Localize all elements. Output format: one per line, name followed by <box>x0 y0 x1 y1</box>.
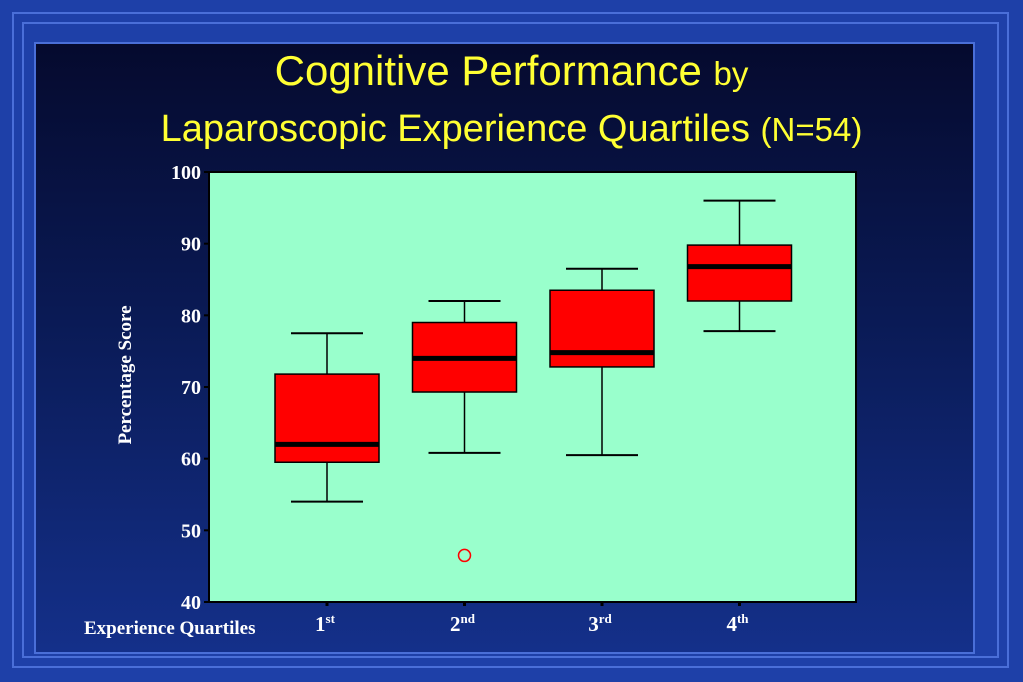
y-tick-label: 90 <box>181 234 201 256</box>
slide-title-line1: Cognitive Performance by <box>0 46 1023 99</box>
box-quartile-1 <box>274 332 380 503</box>
y-tick-label: 70 <box>181 377 201 399</box>
iqr-box <box>549 289 655 368</box>
slide-frame-band <box>12 12 1009 668</box>
outlier-point <box>457 548 472 563</box>
box-quartile-3 <box>549 267 655 457</box>
iqr-box <box>274 373 380 464</box>
slide-frame-band-inner <box>22 22 999 658</box>
x-tick-label: 1st <box>315 611 336 636</box>
box-quartile-4 <box>686 199 793 333</box>
title-line1-main: Cognitive Performance <box>274 47 702 94</box>
title-line1-small: by <box>713 55 749 92</box>
y-axis-label: Percentage Score <box>115 305 136 444</box>
title-line2-main: Laparoscopic Experience Quartiles <box>160 108 750 150</box>
boxplot-series <box>274 199 793 563</box>
x-axis-ticks: 1st 2nd 3rd 4th <box>315 602 749 636</box>
y-tick-label: 40 <box>181 592 201 614</box>
iqr-box <box>686 244 793 302</box>
y-tick-label: 60 <box>181 449 201 471</box>
x-axis-label: Experience Quartiles <box>84 618 256 639</box>
box-quartile-2 <box>411 300 518 563</box>
y-axis-ticks: 40 50 60 70 80 90 100 <box>171 162 209 614</box>
y-tick-label: 100 <box>171 162 201 184</box>
y-tick-label: 50 <box>181 520 201 542</box>
slide-title-line2: Laparoscopic Experience Quartiles (N=54) <box>0 106 1023 153</box>
x-tick-label: 4th <box>726 611 749 636</box>
title-line2-small: (N=54) <box>760 111 863 148</box>
x-tick-label: 3rd <box>588 611 612 636</box>
y-tick-label: 80 <box>181 305 201 327</box>
x-tick-label: 2nd <box>450 611 476 636</box>
